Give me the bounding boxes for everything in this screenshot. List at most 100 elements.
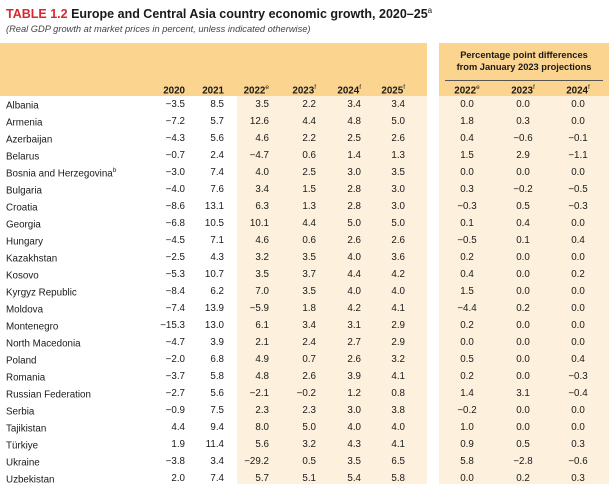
growth-cell-2025: 3.5	[391, 167, 405, 178]
growth-cell-2025: 2.6	[391, 133, 405, 144]
growth-cell-2020: −4.7	[165, 337, 185, 348]
pp-diff-cell-2022: 0.9	[460, 439, 474, 450]
growth-cell-2024: 3.0	[347, 405, 361, 416]
header-band	[0, 43, 427, 96]
pp-diff-cell-2022: 0.0	[460, 167, 474, 178]
pp-diff-cell-2024: 0.0	[571, 286, 585, 297]
pp-diff-cell-2022: 0.3	[460, 184, 474, 195]
pp-diff-cell-2024: −0.6	[568, 456, 588, 467]
column-header-2024: 2024f	[321, 84, 361, 96]
growth-cell-2020: −4.3	[165, 133, 185, 144]
table-row: North Macedonia −4.7 3.9 2.1 2.4 2.7 2.9 0.0 0.0…	[0, 335, 609, 352]
country-name: Ukraine	[6, 456, 40, 468]
table-row: Ukraine −3.8 3.4 −29.2 0.5 3.5 6.5 5.8 −2.8 −0.6	[0, 454, 609, 471]
country-name: Bosnia and Herzegovinab	[6, 167, 116, 179]
growth-cell-2025: 0.8	[391, 388, 405, 399]
pp-diff-cell-2024: 0.0	[571, 422, 585, 433]
growth-cell-2022: 12.6	[249, 116, 269, 127]
growth-cell-2024: 5.4	[347, 473, 361, 484]
table-number: TABLE 1.2	[6, 7, 68, 22]
growth-cell-2024: 4.0	[347, 286, 361, 297]
pp-diff-cell-2022: −0.5	[457, 235, 477, 246]
country-name: Kazakhstan	[6, 252, 57, 264]
country-label: Albania	[6, 100, 39, 112]
growth-cell-2021: 6.8	[210, 354, 224, 365]
country-label: Moldova	[6, 304, 44, 316]
country-label: Serbia	[6, 406, 35, 418]
country-label: Bulgaria	[6, 185, 42, 197]
growth-cell-2025: 3.6	[391, 252, 405, 263]
pp-diff-cell-2023: 0.0	[516, 337, 530, 348]
growth-cell-2023: 2.3	[302, 405, 316, 416]
table-row: Croatia −8.6 13.1 6.3 1.3 2.8 3.0 −0.3 0.5 −0.3	[0, 199, 609, 216]
growth-cell-2024: 1.4	[347, 150, 361, 161]
country-name: Bulgaria	[6, 184, 42, 196]
pp-diff-cell-2022: 1.4	[460, 388, 474, 399]
growth-cell-2023: 1.8	[302, 303, 316, 314]
growth-cell-2020: −15.3	[160, 320, 185, 331]
growth-cell-2021: 7.4	[210, 473, 224, 484]
pp-diff-cell-2022: 1.8	[460, 116, 474, 127]
table-row: Armenia −7.2 5.7 12.6 4.4 4.8 5.0 1.8 0.3 0.0	[0, 114, 609, 131]
header-year: 2021	[202, 85, 224, 97]
table-row: Bulgaria −4.0 7.6 3.4 1.5 2.8 3.0 0.3 −0.2 −0.5	[0, 182, 609, 199]
growth-cell-2023: 4.4	[302, 116, 316, 127]
pp-diff-cell-2023: 0.0	[516, 320, 530, 331]
header-year-marker: f	[532, 84, 535, 91]
pp-diff-cell-2024: 0.4	[571, 235, 585, 246]
growth-cell-2023: 0.6	[302, 150, 316, 161]
table-row: Kyrgyz Republic −8.4 6.2 7.0 3.5 4.0 4.0 1.5 0.0…	[0, 284, 609, 301]
table-title-text: Europe and Central Asia country economic…	[71, 7, 428, 22]
pp-diff-cell-2024: 0.4	[571, 354, 585, 365]
growth-cell-2022: 4.8	[255, 371, 269, 382]
growth-cell-2022: 6.3	[255, 201, 269, 212]
growth-cell-2023: 5.1	[302, 473, 316, 484]
table-row: Azerbaijan −4.3 5.6 4.6 2.2 2.5 2.6 0.4 −0.6 −0.1	[0, 131, 609, 148]
pp-diff-cell-2023: 0.4	[516, 218, 530, 229]
growth-cell-2024: 2.5	[347, 133, 361, 144]
pp-column-header-2023: 2023f	[498, 84, 548, 96]
growth-cell-2022: 3.5	[255, 269, 269, 280]
growth-cell-2020: −3.8	[165, 456, 185, 467]
country-label: Azerbaijan	[6, 134, 53, 146]
pp-diff-cell-2022: 0.4	[460, 133, 474, 144]
pp-diff-cell-2024: −0.5	[568, 184, 588, 195]
growth-cell-2023: 3.5	[302, 286, 316, 297]
country-name: Croatia	[6, 201, 38, 213]
column-header-2021: 2021	[184, 84, 224, 96]
pp-diff-cell-2022: 0.2	[460, 371, 474, 382]
growth-cell-2022: 5.6	[255, 439, 269, 450]
pp-diff-cell-2023: 0.0	[516, 371, 530, 382]
growth-cell-2025: 4.0	[391, 286, 405, 297]
pp-diff-cell-2023: 0.0	[516, 286, 530, 297]
growth-cell-2022: 8.0	[255, 422, 269, 433]
table-row: Kosovo −5.3 10.7 3.5 3.7 4.4 4.2 0.4 0.0 0.2	[0, 267, 609, 284]
country-name: Poland	[6, 354, 37, 366]
country-label: Kazakhstan	[6, 253, 58, 265]
growth-cell-2021: 5.6	[210, 133, 224, 144]
growth-cell-2020: −0.7	[165, 150, 185, 161]
growth-cell-2021: 13.1	[204, 201, 224, 212]
growth-cell-2023: −0.2	[296, 388, 316, 399]
growth-cell-2020: −4.0	[165, 184, 185, 195]
pp-diff-cell-2022: 0.0	[460, 473, 474, 484]
growth-cell-2020: −6.8	[165, 218, 185, 229]
growth-cell-2023: 3.2	[302, 439, 316, 450]
country-name: Romania	[6, 371, 45, 383]
growth-cell-2021: 4.3	[210, 252, 224, 263]
table-row: Uzbekistan 2.0 7.4 5.7 5.1 5.4 5.8 0.0 0.2 0.3	[0, 471, 609, 488]
header-year-marker: f	[359, 84, 361, 91]
country-name: Montenegro	[6, 320, 58, 332]
growth-cell-2022: 6.1	[255, 320, 269, 331]
growth-cell-2024: 2.8	[347, 201, 361, 212]
pp-diff-cell-2023: −0.6	[513, 133, 533, 144]
table-body: Albania −3.5 8.5 3.5 2.2 3.4 3.4 0.0 0.0 0.0 Armen…	[0, 97, 609, 488]
growth-cell-2023: 2.4	[302, 337, 316, 348]
growth-cell-2022: 3.5	[255, 99, 269, 110]
table-subtitle: (Real GDP growth at market prices in per…	[6, 24, 311, 34]
growth-cell-2021: 8.5	[210, 99, 224, 110]
growth-cell-2025: 4.0	[391, 422, 405, 433]
growth-cell-2025: 4.1	[391, 371, 405, 382]
title-footnote-marker: a	[427, 6, 433, 15]
country-name: Uzbekistan	[6, 473, 54, 485]
